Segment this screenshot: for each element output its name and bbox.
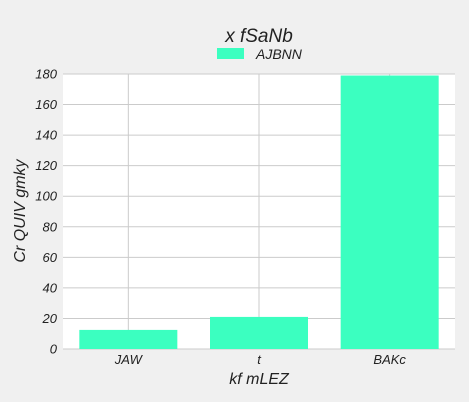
y-tick-label: 80 bbox=[43, 219, 58, 234]
x-axis-label: kf mLEZ bbox=[229, 371, 290, 388]
x-tick-label: t bbox=[257, 352, 262, 367]
bars bbox=[79, 75, 439, 350]
y-tick-label: 120 bbox=[35, 158, 57, 173]
y-tick-label: 20 bbox=[42, 311, 58, 326]
bar-bakc bbox=[340, 75, 439, 350]
bar-jaw bbox=[79, 329, 178, 349]
y-tick-labels: 0 20 40 60 80 100 120 140 160 180 bbox=[35, 67, 57, 357]
y-tick-label: 40 bbox=[43, 280, 58, 295]
bar-t bbox=[210, 316, 308, 349]
y-tick-label: 140 bbox=[35, 128, 57, 143]
y-tick-label: 100 bbox=[35, 189, 57, 204]
legend-swatch bbox=[217, 48, 244, 59]
x-tick-label: BAKc bbox=[373, 352, 406, 367]
y-axis-label: Cr QUIV gmky bbox=[12, 158, 29, 262]
y-tick-label: 160 bbox=[35, 97, 57, 112]
legend-label: AJBNN bbox=[255, 46, 303, 62]
y-tick-label: 0 bbox=[50, 342, 58, 357]
y-tick-label: 60 bbox=[43, 250, 58, 265]
x-tick-labels: JAW t BAKc bbox=[114, 352, 407, 367]
legend: AJBNN bbox=[217, 46, 303, 62]
chart-title: x fSaNb bbox=[224, 26, 293, 47]
y-tick-label: 180 bbox=[35, 67, 57, 82]
x-tick-label: JAW bbox=[114, 352, 144, 367]
